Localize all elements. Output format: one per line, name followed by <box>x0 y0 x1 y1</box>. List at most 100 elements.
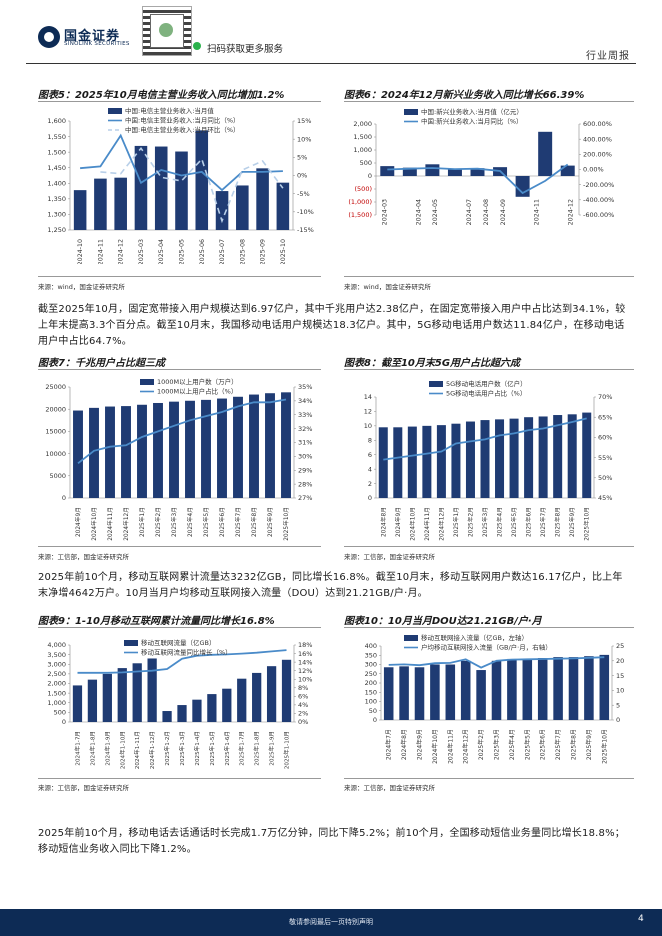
fig8-chart: 0 2 4 6 8 10 12 14 45% 50% 55% 60% 65% 70% 2024年8月 2024… <box>364 379 613 541</box>
x-tick-label: 2024年10月 <box>408 507 416 541</box>
y-tick-label-right: 16% <box>298 650 312 658</box>
report-type: 行业周报 <box>586 51 630 62</box>
x-tick-label: 2024-09 <box>500 199 507 225</box>
x-tick-label: 2025年4月 <box>508 729 516 760</box>
bar <box>491 660 502 720</box>
bar <box>538 131 553 176</box>
qr-logo-icon <box>159 23 173 37</box>
x-tick-label: 2025年1-4月 <box>193 731 201 766</box>
bar <box>72 685 83 722</box>
legend-label: 5G移动电话用户占比（%） <box>446 389 526 398</box>
x-tick-label: 2024-08 <box>483 199 490 225</box>
legend-label: 1000M以上用户占比（%） <box>157 387 237 396</box>
y-tick-label-left: 15000 <box>45 428 66 436</box>
x-tick-label: 2025年4月 <box>186 507 194 537</box>
x-tick-label: 2025年1-5月 <box>208 731 216 766</box>
x-tick-label: 2024-12 <box>568 199 575 225</box>
x-tick-label: 2025-10 <box>280 239 287 264</box>
legend-swatch-bar <box>108 108 122 114</box>
y-tick-label-right: -5% <box>297 190 310 198</box>
fig10-title: 图表10：10月当月DOU达21.21GB/户·月 <box>344 616 542 627</box>
x-tick-label: 2025-09 <box>260 239 267 264</box>
legend-swatch-bar <box>140 379 154 385</box>
y-tick-label-left: 300 <box>365 661 377 669</box>
y-tick-label-right: -15% <box>297 226 314 234</box>
y-tick-label-left: 12 <box>364 408 372 416</box>
y-tick-label-right: 0% <box>298 718 308 726</box>
x-tick-label: 2024年12月 <box>437 507 445 541</box>
y-tick-label-left: 10000 <box>45 450 66 458</box>
series-line <box>387 163 569 195</box>
series-line <box>77 398 287 465</box>
y-tick-label-right: 4% <box>298 701 308 709</box>
bar <box>480 420 490 498</box>
y-tick-label-left: 500 <box>360 159 372 167</box>
y-tick-label-left: 4,000 <box>47 641 66 649</box>
y-tick-label-left: 1,600 <box>47 117 66 125</box>
y-tick-label-left: 2 <box>368 480 372 488</box>
legend-label: 中国:新兴业务收入:当月值（亿元） <box>421 107 523 116</box>
y-tick-label-right: 33% <box>298 411 312 419</box>
fig5-title-rule <box>38 101 321 102</box>
fig5-source-rule <box>38 276 321 277</box>
bar <box>114 177 127 230</box>
bar <box>222 688 232 722</box>
series-line <box>100 146 284 224</box>
x-tick-label: 2025年9月 <box>266 507 274 537</box>
bar <box>265 393 275 498</box>
footer-disclaimer[interactable]: 敬请参阅最后一页特别声明 <box>289 918 373 926</box>
x-tick-label: 2024年10月 <box>90 507 98 541</box>
y-tick-label-left: 350 <box>365 651 377 659</box>
y-tick-label-left: (1,000) <box>348 198 372 206</box>
x-tick-label: 2025年1月 <box>452 507 460 537</box>
y-tick-label-right: 0.00% <box>583 166 604 174</box>
x-tick-label: 2025年3月 <box>481 507 489 537</box>
paragraph-broadband: 截至2025年10月，固定宽带接入用户规模达到6.97亿户，其中千兆用户达2.3… <box>38 304 626 347</box>
x-tick-label: 2024年1-10月 <box>118 731 126 769</box>
bar <box>582 412 592 498</box>
bar <box>233 396 243 498</box>
bar <box>425 164 440 176</box>
bar <box>134 145 148 230</box>
y-tick-label-right: 29% <box>298 466 312 474</box>
y-tick-label-right: 8% <box>298 684 308 692</box>
x-tick-label: 2025-06 <box>199 239 206 264</box>
x-tick-label: 2025年1-6月 <box>223 731 231 766</box>
series-line <box>388 656 605 669</box>
x-tick-label: 2024-05 <box>432 199 439 225</box>
x-tick-label: 2025年2月 <box>477 729 485 760</box>
fig9-source-rule <box>38 778 321 779</box>
legend-label: 移动互联网流量（亿GB） <box>141 638 216 647</box>
y-tick-label-left: 20000 <box>45 405 66 413</box>
legend-label: 中国:电信主营业务收入:当月环比（%） <box>125 125 240 134</box>
x-tick-label: 2025年5月 <box>510 507 518 537</box>
brand-name-en: SINOLINK SECURITIES <box>64 41 130 47</box>
bar <box>380 166 395 176</box>
x-tick-label: 2025年9月 <box>585 729 593 760</box>
x-tick-label: 2024年7月 <box>385 729 393 760</box>
y-tick-label-right: 50% <box>598 474 612 482</box>
bar <box>256 168 269 230</box>
fig5-chart: 1,250 1,300 1,350 1,400 1,450 1,500 1,550 1,600… <box>47 106 314 264</box>
x-tick-label: 2024-12 <box>118 239 125 264</box>
bar <box>553 415 563 498</box>
bar <box>73 190 87 230</box>
bar <box>537 658 548 720</box>
y-tick-label-right: 10% <box>297 135 311 143</box>
series-line <box>383 417 587 461</box>
bar <box>599 654 610 720</box>
x-tick-label: 2025年8月 <box>570 729 578 760</box>
bar <box>522 658 533 720</box>
y-tick-label-left: 1,500 <box>353 133 372 141</box>
x-tick-label: 2024年9月 <box>74 507 82 537</box>
x-tick-label: 2024-04 <box>415 199 422 225</box>
legend-label: 移动互联网接入流量（亿GB，左轴） <box>421 633 528 642</box>
y-tick-label-right: 600.00% <box>583 120 612 128</box>
x-tick-label: 2025年8月 <box>554 507 562 537</box>
bar <box>102 673 112 722</box>
y-tick-label-right: 0 <box>616 716 620 724</box>
x-tick-label: 2024年8月 <box>379 507 387 537</box>
x-tick-label: 2025年9月 <box>568 507 576 537</box>
x-tick-label: 2024年1-9月 <box>103 731 111 766</box>
legend-swatch-bar <box>124 640 138 646</box>
